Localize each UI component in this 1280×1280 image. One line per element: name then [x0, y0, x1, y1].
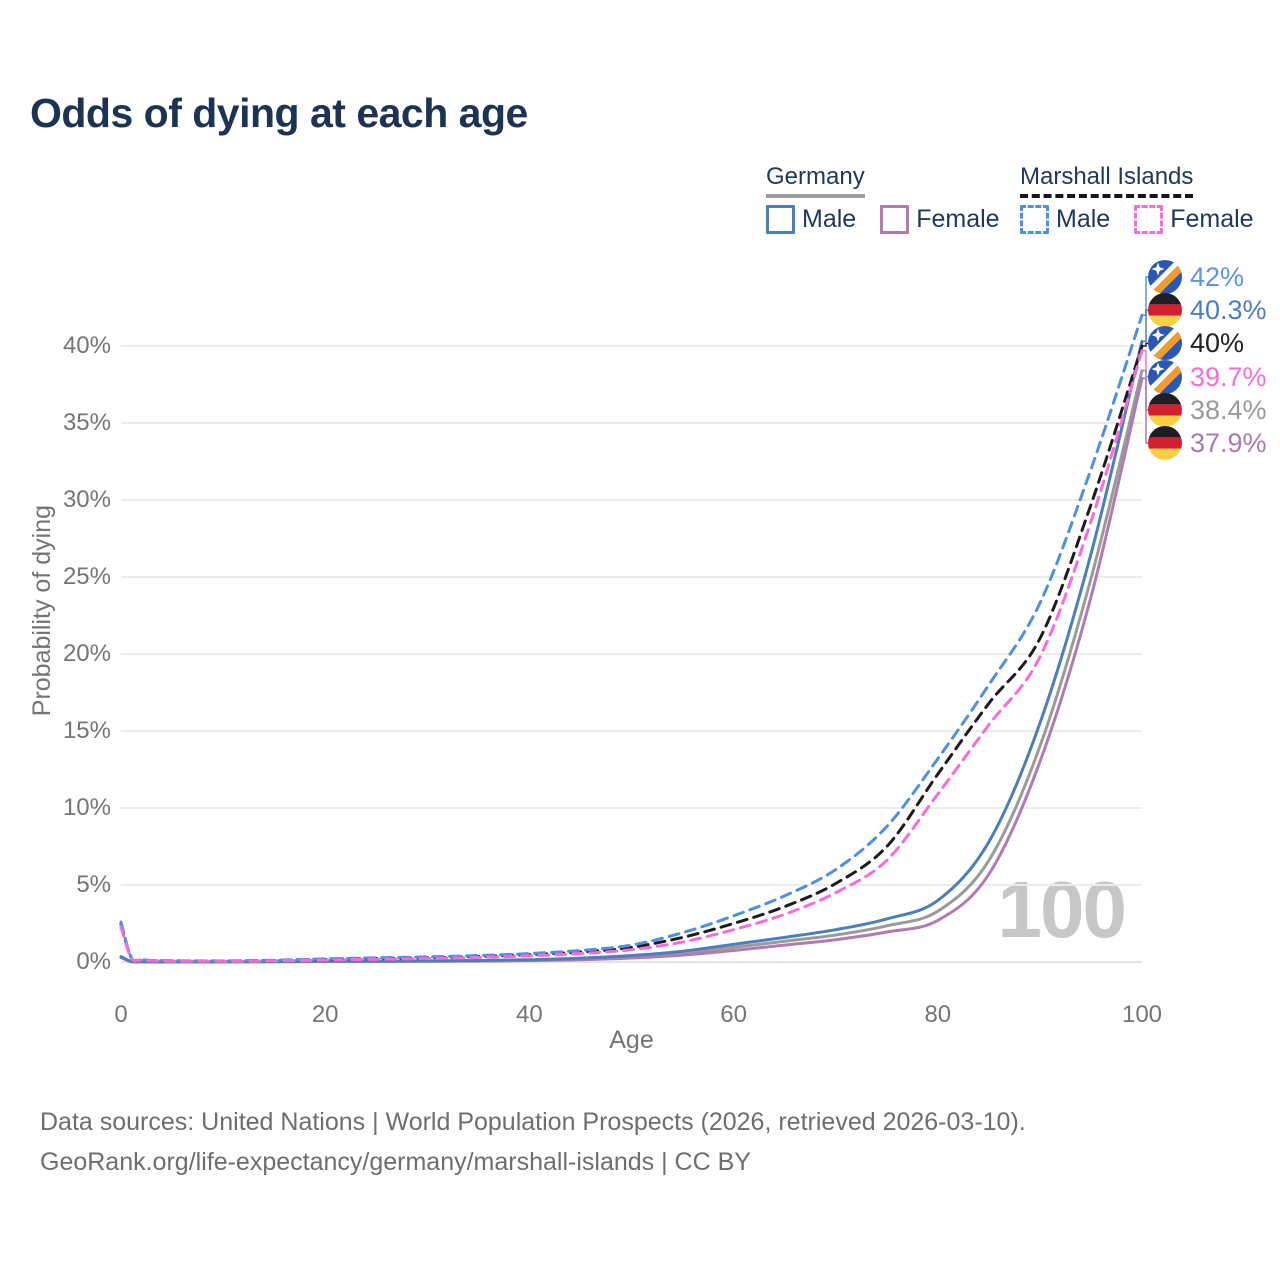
y-tick-label: 40%	[62, 332, 111, 359]
y-tick-label: 15%	[62, 717, 111, 744]
end-label-de-both: 38.4%	[1148, 392, 1267, 428]
marshall-islands-female-swatch-icon	[1134, 205, 1164, 234]
end-value-label: 42%	[1190, 262, 1245, 292]
y-tick-label: 20%	[62, 640, 111, 667]
age-watermark: 100	[997, 865, 1127, 954]
y-axis-title: Probability of dying	[28, 505, 56, 717]
legend-label: Female	[916, 205, 1000, 233]
germany-flag-icon	[1148, 392, 1182, 427]
data-source-line: Data sources: United Nations | World Pop…	[40, 1108, 1026, 1136]
end-label-mh-female: 39.7%	[1148, 359, 1267, 395]
end-label-mh-both: 40%	[1148, 325, 1244, 361]
x-tick-label: 60	[720, 1001, 747, 1028]
legend-header-marshall-islands[interactable]: Marshall Islands	[1020, 163, 1194, 198]
end-value-label: 40%	[1190, 328, 1245, 359]
end-value-label: 37.9%	[1190, 428, 1267, 458]
germany-flag-icon	[1148, 293, 1182, 328]
marshall-islands-male-swatch-icon	[1020, 205, 1049, 234]
legend-group-marshall-islands: Marshall Islands	[1020, 163, 1194, 198]
y-tick-label: 25%	[62, 563, 111, 590]
end-value-label: 40.3%	[1190, 295, 1267, 326]
legend-label: Female	[1170, 205, 1254, 233]
legend-group-germany: Germany	[766, 163, 865, 198]
series-line-de-male[interactable]	[119, 339, 1144, 964]
y-tick-label: 10%	[62, 794, 111, 821]
series-line-de-female[interactable]	[119, 376, 1144, 964]
end-label-mh-male: 42%	[1148, 259, 1244, 295]
end-value-label: 38.4%	[1190, 394, 1267, 425]
end-label-de-female: 37.9%	[1148, 425, 1267, 461]
legend-item-germany-male[interactable]: Male	[766, 205, 856, 234]
marshall-islands-flag-icon	[1148, 326, 1182, 361]
legend-row-germany: Male Female	[766, 205, 1000, 234]
y-tick-label: 5%	[76, 871, 111, 898]
legend-item-marshall-islands-male[interactable]: Male	[1020, 205, 1110, 234]
y-tick-label: 0%	[76, 948, 111, 975]
legend-item-germany-female[interactable]: Female	[880, 205, 1000, 234]
series-line-mh-female[interactable]	[119, 349, 1144, 963]
x-tick-label: 0	[114, 1001, 128, 1028]
end-value-label: 39.7%	[1190, 361, 1267, 392]
attribution-line: GeoRank.org/life-expectancy/germany/mars…	[40, 1148, 751, 1176]
legend-label: Male	[802, 205, 857, 233]
legend-label: Male	[1056, 205, 1111, 233]
marshall-islands-flag-icon	[1148, 359, 1182, 394]
series-line-mh-male[interactable]	[119, 313, 1144, 963]
series-line-mh-both[interactable]	[119, 344, 1144, 963]
x-tick-label: 20	[311, 1001, 339, 1028]
y-tick-label: 30%	[62, 486, 111, 513]
legend-row-marshall-islands: Male Female	[1020, 205, 1254, 234]
germany-flag-icon	[1148, 426, 1182, 460]
x-tick-label: 40	[516, 1001, 543, 1028]
x-tick-label: 100	[1121, 1001, 1163, 1028]
marshall-islands-flag-icon	[1148, 260, 1182, 294]
y-tick-label: 35%	[62, 409, 111, 436]
germany-female-swatch-icon	[880, 205, 910, 234]
end-label-de-male: 40.3%	[1148, 292, 1267, 328]
legend-item-marshall-islands-female[interactable]: Female	[1134, 205, 1254, 234]
legend-header-germany[interactable]: Germany	[766, 163, 865, 198]
x-axis-title: Age	[609, 1026, 654, 1054]
chart-title: Odds of dying at each age	[30, 90, 528, 136]
x-tick-label: 80	[924, 1001, 952, 1028]
germany-male-swatch-icon	[766, 205, 795, 234]
